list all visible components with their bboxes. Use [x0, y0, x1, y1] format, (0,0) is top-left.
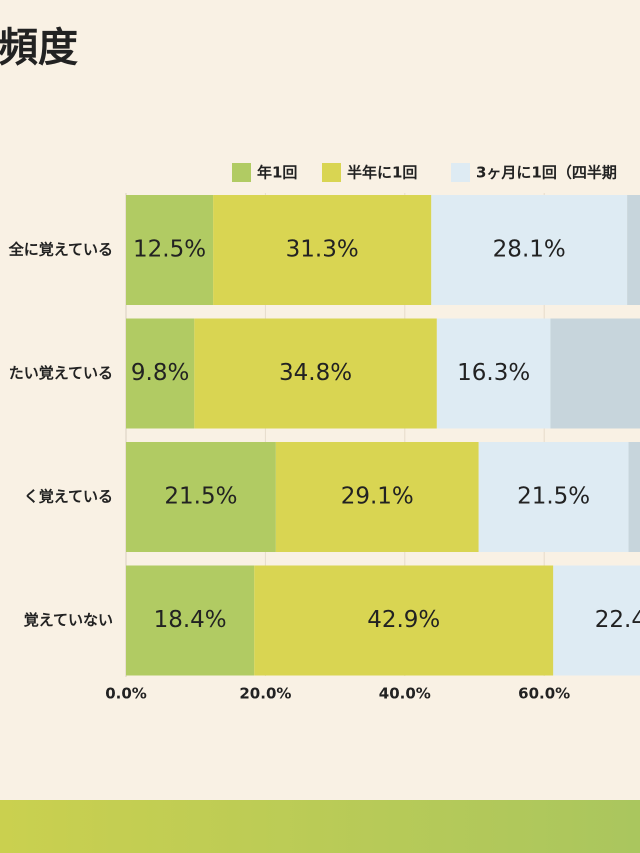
- legend-swatch: [322, 163, 341, 182]
- bar-segment: [478, 442, 629, 552]
- bar-segment: [126, 565, 255, 676]
- bar-segment: [550, 318, 640, 429]
- y-tick-label: 全に覚えている: [8, 241, 113, 259]
- value-label: 16.3%: [457, 360, 530, 386]
- value-label: 9.8%: [131, 360, 189, 386]
- x-tick-label: 40.0%: [379, 685, 431, 703]
- legend-label: 年1回: [257, 164, 297, 182]
- bar-segment: [254, 565, 554, 676]
- bar-segment: [627, 195, 640, 305]
- value-label: 34.8%: [279, 360, 352, 386]
- x-tick-label: 60.0%: [518, 685, 570, 703]
- bar-segment: [126, 195, 214, 305]
- legend-swatch: [451, 163, 470, 182]
- value-label: 28.1%: [493, 237, 566, 263]
- value-label: 21.5%: [517, 484, 590, 510]
- y-tick-label: く覚えている: [24, 488, 113, 506]
- x-tick-label: 20.0%: [239, 685, 291, 703]
- bar-segment: [553, 565, 640, 676]
- bar-segment: [431, 195, 628, 305]
- bar-segment: [628, 442, 640, 552]
- bar-segment: [213, 195, 432, 305]
- bar-segment: [126, 442, 276, 552]
- value-label: 31.3%: [286, 237, 359, 263]
- y-tick-label: たい覚えている: [9, 364, 113, 382]
- plot: 0.0% 20.0% 40.0% 60.0% 全に覚えている 12.5% 31.3% 28.1…: [8, 163, 640, 703]
- bar-segment: [194, 318, 437, 429]
- value-label: 18.4%: [154, 607, 227, 633]
- bar-segment: [436, 318, 551, 429]
- legend-label: 半年に1回: [347, 164, 417, 182]
- value-label: 22.4%: [595, 607, 640, 633]
- value-label: 29.1%: [341, 484, 414, 510]
- value-label: 12.5%: [133, 237, 206, 263]
- legend-label: 3ヶ月に1回（四半期: [476, 164, 617, 182]
- bar-segment: [126, 318, 195, 429]
- footer-band: [0, 800, 640, 853]
- bar-segment: [275, 442, 479, 552]
- value-label: 21.5%: [164, 484, 237, 510]
- x-tick-label: 0.0%: [105, 685, 147, 703]
- y-tick-label: 覚えていない: [24, 611, 113, 629]
- legend-swatch: [232, 163, 251, 182]
- value-label: 42.9%: [367, 607, 440, 633]
- chart-title: 頻度: [0, 25, 78, 71]
